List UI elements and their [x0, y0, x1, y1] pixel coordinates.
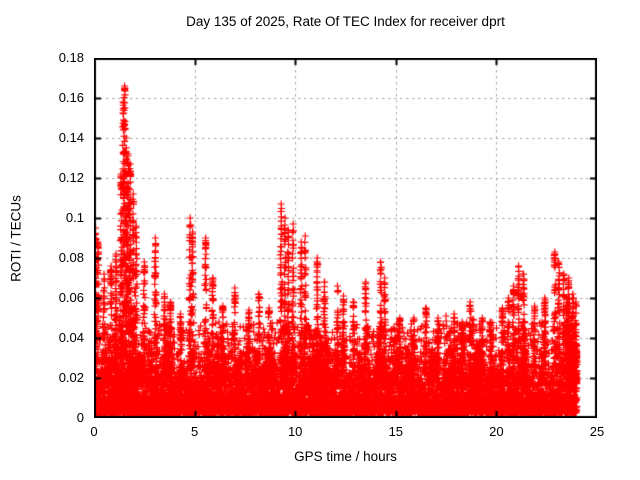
x-tick-label: 5 [190, 424, 199, 439]
plot-area [94, 58, 597, 418]
x-tick-label: 25 [589, 424, 605, 439]
y-tick-label: 0.16 [58, 90, 84, 105]
y-tick-label: 0.12 [58, 170, 84, 185]
y-tick-label: 0.18 [58, 50, 84, 65]
y-tick-label: 0.02 [58, 370, 84, 385]
y-tick-label: 0.14 [58, 130, 84, 145]
y-tick-label: 0 [76, 410, 84, 425]
x-tick-label: 15 [388, 424, 404, 439]
y-tick-label: 0.08 [58, 250, 84, 265]
x-tick-label: 20 [489, 424, 504, 439]
y-tick-label: 0.06 [58, 290, 84, 305]
x-tick-label: 10 [287, 424, 303, 439]
y-axis-label: ROTI / TECUs [8, 195, 24, 282]
y-tick-label: 0.1 [65, 210, 84, 225]
y-tick-label: 0.04 [58, 330, 84, 345]
scatter-plot-canvas [94, 58, 597, 418]
x-axis-label: GPS time / hours [294, 449, 397, 464]
chart-title: Day 135 of 2025, Rate Of TEC Index for r… [186, 14, 505, 29]
x-tick-label: 0 [90, 424, 98, 439]
